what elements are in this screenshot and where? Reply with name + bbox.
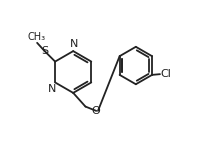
Text: Cl: Cl bbox=[161, 69, 172, 79]
Text: N: N bbox=[70, 39, 78, 49]
Text: CH₃: CH₃ bbox=[28, 32, 46, 42]
Text: O: O bbox=[92, 106, 101, 116]
Text: N: N bbox=[48, 84, 57, 94]
Text: S: S bbox=[41, 46, 48, 56]
